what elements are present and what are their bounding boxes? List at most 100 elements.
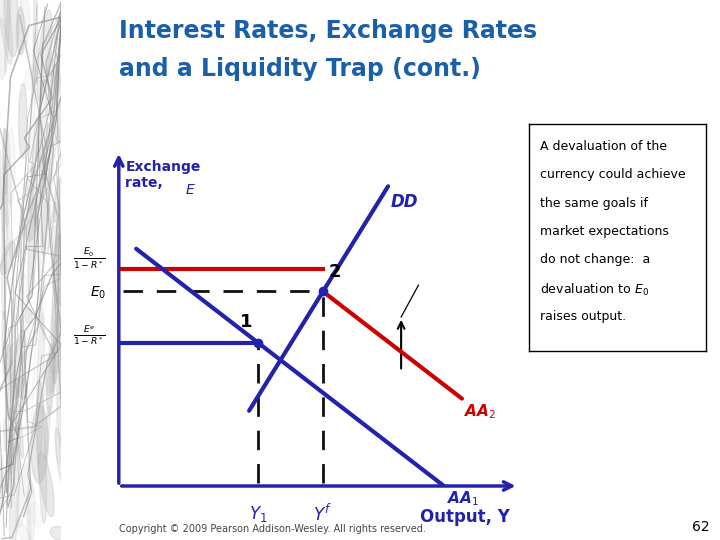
Ellipse shape [6, 344, 11, 421]
Ellipse shape [31, 406, 48, 483]
Ellipse shape [19, 0, 32, 77]
Text: AA$_1$: AA$_1$ [446, 490, 480, 508]
Ellipse shape [12, 330, 26, 399]
Ellipse shape [45, 406, 50, 460]
Ellipse shape [28, 494, 32, 540]
Text: currency could achieve: currency could achieve [540, 168, 685, 181]
Ellipse shape [16, 462, 30, 528]
Ellipse shape [46, 355, 53, 396]
Ellipse shape [40, 298, 45, 340]
Ellipse shape [30, 117, 37, 216]
Ellipse shape [25, 216, 36, 241]
Ellipse shape [0, 0, 12, 65]
Text: and a Liquidity Trap (cont.): and a Liquidity Trap (cont.) [119, 57, 481, 80]
Ellipse shape [45, 362, 53, 414]
Ellipse shape [30, 199, 46, 251]
Ellipse shape [37, 10, 52, 102]
Text: AA$_2$: AA$_2$ [464, 402, 497, 421]
Text: $Y^f$: $Y^f$ [313, 503, 333, 525]
Ellipse shape [30, 32, 36, 176]
Ellipse shape [9, 358, 24, 458]
Ellipse shape [56, 354, 65, 465]
Ellipse shape [3, 128, 7, 195]
Ellipse shape [28, 197, 37, 299]
Text: $\frac{E_0}{1-R^*}$: $\frac{E_0}{1-R^*}$ [73, 247, 106, 272]
Ellipse shape [4, 0, 19, 57]
Ellipse shape [34, 170, 43, 226]
Ellipse shape [46, 94, 51, 133]
Ellipse shape [38, 452, 54, 517]
Ellipse shape [17, 7, 24, 55]
Ellipse shape [39, 140, 47, 181]
Ellipse shape [30, 337, 36, 434]
Ellipse shape [16, 378, 27, 399]
Ellipse shape [47, 362, 53, 414]
Text: $\frac{E^e}{1-R^*}$: $\frac{E^e}{1-R^*}$ [73, 325, 106, 348]
Ellipse shape [24, 65, 37, 90]
Ellipse shape [40, 79, 48, 180]
Ellipse shape [3, 129, 11, 226]
Ellipse shape [9, 422, 20, 540]
Ellipse shape [52, 339, 57, 362]
Text: DD: DD [390, 193, 418, 211]
Ellipse shape [50, 526, 68, 540]
Ellipse shape [0, 168, 6, 274]
Ellipse shape [56, 360, 61, 449]
Text: do not change:  a: do not change: a [540, 253, 650, 266]
Ellipse shape [39, 172, 53, 278]
Ellipse shape [37, 381, 47, 523]
Ellipse shape [57, 175, 66, 305]
Text: $E_0$: $E_0$ [89, 285, 106, 301]
Ellipse shape [48, 136, 57, 185]
Ellipse shape [0, 149, 12, 267]
Text: 2: 2 [328, 263, 341, 281]
Ellipse shape [30, 502, 42, 528]
Ellipse shape [26, 174, 30, 237]
Ellipse shape [53, 202, 56, 223]
Ellipse shape [41, 124, 50, 255]
Ellipse shape [0, 455, 4, 509]
Ellipse shape [16, 0, 30, 55]
Text: Copyright © 2009 Pearson Addison-Wesley. All rights reserved.: Copyright © 2009 Pearson Addison-Wesley.… [119, 523, 426, 534]
Text: $E$: $E$ [185, 183, 196, 197]
Ellipse shape [8, 408, 14, 474]
Ellipse shape [0, 480, 8, 498]
Text: the same goals if: the same goals if [540, 197, 648, 210]
Ellipse shape [32, 29, 36, 105]
Ellipse shape [25, 309, 32, 323]
Ellipse shape [9, 285, 22, 352]
Ellipse shape [50, 65, 63, 143]
Ellipse shape [36, 313, 45, 465]
Ellipse shape [27, 480, 35, 540]
Text: Output, Y: Output, Y [420, 508, 510, 526]
Ellipse shape [56, 302, 65, 374]
Ellipse shape [2, 311, 7, 382]
Text: market expectations: market expectations [540, 225, 669, 238]
Ellipse shape [5, 0, 11, 75]
Text: 62: 62 [692, 519, 709, 534]
Ellipse shape [1, 241, 15, 275]
Text: devaluation to $E_0$: devaluation to $E_0$ [540, 282, 649, 298]
Ellipse shape [32, 166, 39, 232]
Ellipse shape [8, 338, 22, 358]
Ellipse shape [53, 319, 55, 396]
Ellipse shape [52, 234, 62, 384]
Text: 1: 1 [240, 313, 253, 330]
Ellipse shape [48, 53, 52, 98]
Text: raises output.: raises output. [540, 310, 626, 323]
Ellipse shape [49, 288, 66, 374]
Text: A devaluation of the: A devaluation of the [540, 140, 667, 153]
Ellipse shape [0, 18, 5, 80]
Text: Interest Rates, Exchange Rates: Interest Rates, Exchange Rates [119, 19, 537, 43]
Ellipse shape [45, 372, 53, 416]
Ellipse shape [6, 129, 15, 205]
Ellipse shape [49, 344, 55, 394]
Text: Exchange
rate,: Exchange rate, [125, 160, 201, 190]
Ellipse shape [19, 84, 27, 158]
Ellipse shape [15, 520, 32, 540]
Ellipse shape [48, 177, 58, 254]
Ellipse shape [53, 35, 60, 97]
Text: $Y_1$: $Y_1$ [248, 503, 267, 524]
Ellipse shape [4, 417, 7, 451]
Ellipse shape [51, 225, 60, 303]
